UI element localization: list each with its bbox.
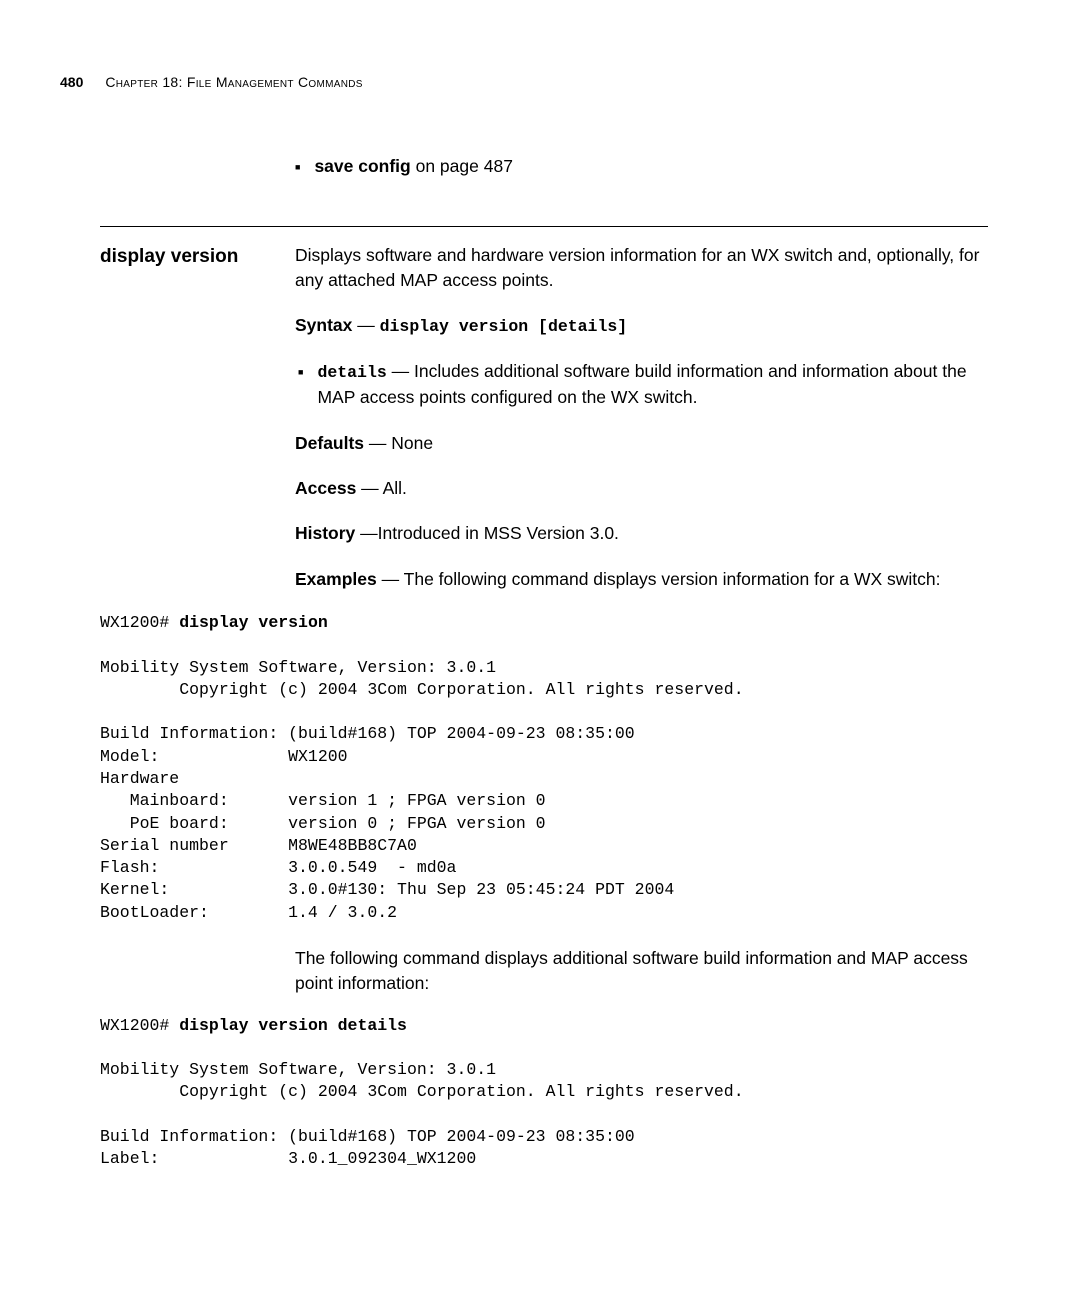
example-1-command: display version [179,613,328,632]
param-code: details [317,363,386,382]
history-label: History [295,523,355,543]
defaults-label: Defaults [295,433,364,453]
see-also-label: save config [314,156,410,176]
access-value: All. [383,478,407,498]
history-sep: — [355,523,377,543]
bullet-icon: ■ [298,368,303,377]
examples-text: The following command displays version i… [404,569,941,589]
section-divider [100,226,988,227]
access-label: Access [295,478,356,498]
param-desc: Includes additional software build infor… [317,361,966,407]
examples-line: Examples — The following command display… [295,567,988,592]
command-title: display version [100,243,295,612]
defaults-value: None [391,433,433,453]
defaults-line: Defaults — None [295,431,988,456]
examples-label: Examples [295,569,377,589]
syntax-line: Syntax — display version [details] [295,313,988,339]
bullet-icon: ■ [295,163,300,172]
syntax-code: display version [details] [380,317,628,336]
param-details: ■ details — Includes additional software… [298,359,988,410]
examples-sep: — [377,569,404,589]
param-sep: — [387,361,414,381]
history-line: History —Introduced in MSS Version 3.0. [295,521,988,546]
syntax-label: Syntax [295,315,352,335]
example-2-prompt: WX1200# [100,1016,179,1035]
example-2-output: Mobility System Software, Version: 3.0.1… [100,1060,744,1168]
example-2: WX1200# display version details Mobility… [100,1015,988,1171]
access-line: Access — All. [295,476,988,501]
see-also-link: ■ save config on page 487 [295,154,988,179]
access-sep: — [356,478,382,498]
command-description: Displays software and hardware version i… [295,243,988,294]
command-body: Displays software and hardware version i… [295,243,988,612]
syntax-sep: — [352,315,379,335]
command-block: display version Displays software and ha… [100,243,988,612]
param-text: details — Includes additional software b… [317,359,988,410]
page-number: 480 [60,72,83,92]
history-value: Introduced in MSS Version 3.0. [378,523,619,543]
example-1: WX1200# display version Mobility System … [100,612,988,924]
page-header: 480 Chapter 18: File Management Commands [60,72,988,92]
chapter-label: Chapter 18: File Management Commands [105,72,362,92]
example-2-command: display version details [179,1016,407,1035]
example-1-output: Mobility System Software, Version: 3.0.1… [100,658,744,922]
see-also-text: save config on page 487 [314,154,513,179]
defaults-sep: — [364,433,391,453]
mid-paragraph: The following command displays additiona… [295,946,988,997]
example-1-prompt: WX1200# [100,613,179,632]
